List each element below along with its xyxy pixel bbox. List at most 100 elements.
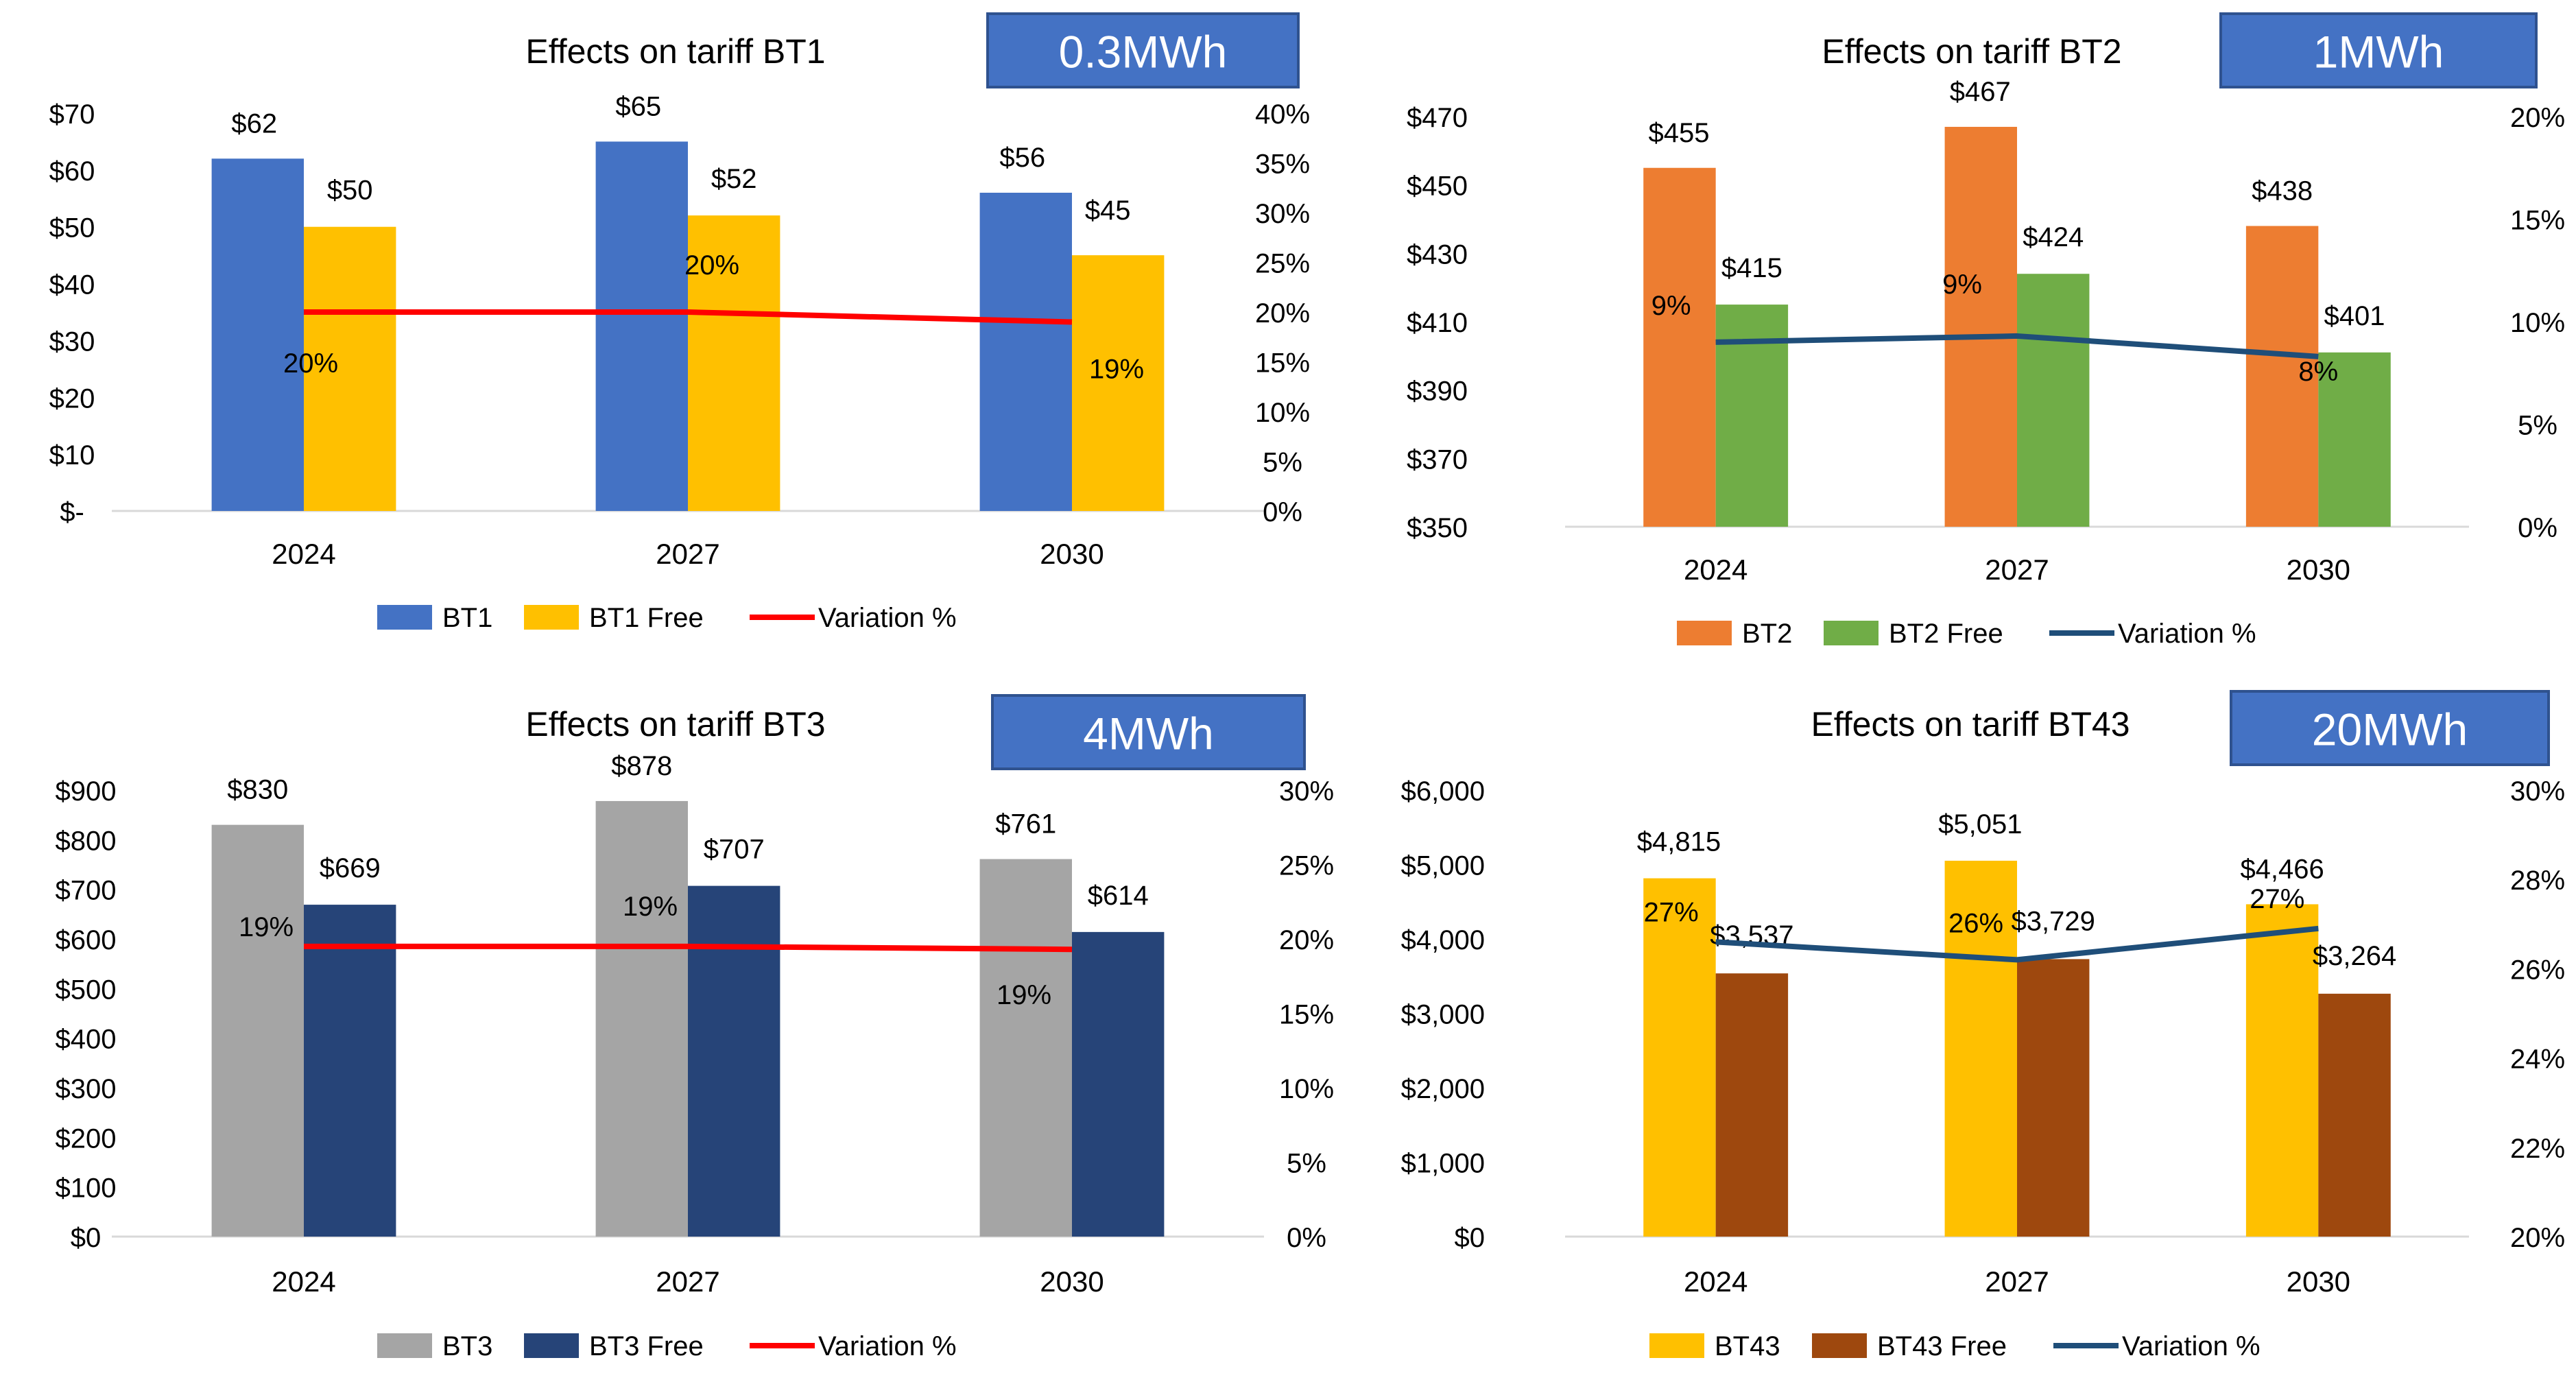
chart-bt43: Effects on tariff BT43 20MWh $0 $1,000 $2,00… (1401, 690, 2565, 1361)
legend-swatch-bt1 (377, 605, 432, 630)
bar-data-label: $438 (2252, 176, 2313, 206)
x-category-label: 2027 (1985, 1265, 2049, 1298)
x-category-label: 2027 (656, 538, 719, 570)
bar-bt43 (2245, 904, 2319, 1237)
y-right-tick-label: 10% (1255, 398, 1310, 428)
bar-bt1-free (688, 215, 780, 511)
y-left-tick-label: $700 (56, 876, 117, 906)
bar-data-label: $56 (999, 143, 1045, 173)
bar-data-label: $3,729 (2012, 906, 2095, 936)
x-category-label: 2030 (2287, 553, 2350, 586)
bar-data-label: $669 (320, 853, 381, 883)
variation-data-label: 19% (997, 980, 1051, 1010)
legend-label: BT2 (1742, 619, 1792, 649)
x-category-label: 2024 (272, 1265, 335, 1298)
y-right-tick-label: 0% (1287, 1223, 1326, 1253)
bar-bt2 (1643, 167, 1716, 527)
bar-data-label: $50 (327, 176, 373, 206)
x-category-label: 2030 (1040, 538, 1104, 570)
legend-swatch-bt3 (377, 1333, 432, 1358)
variation-line (304, 943, 1073, 953)
y-left-tick-label: $70 (49, 99, 95, 130)
y-left-tick-label: $50 (49, 213, 95, 243)
legend-label: BT43 Free (1877, 1331, 2007, 1361)
y-right-tick-label: 5% (1287, 1149, 1326, 1179)
y-right-tick-label: 30% (2510, 776, 2565, 807)
x-category-label: 2027 (1985, 553, 2049, 586)
bar-bt1-free (1072, 255, 1165, 511)
chart-title: Effects on tariff BT1 (525, 32, 825, 71)
y-right-tick-label: 10% (1279, 1074, 1334, 1104)
y-right-tick-label: 5% (2518, 411, 2557, 441)
variation-data-label: 27% (2250, 884, 2304, 914)
bar-data-label: $3,264 (2313, 941, 2396, 971)
bar-data-label: $52 (711, 164, 757, 194)
bar-data-label: $830 (227, 775, 288, 805)
bar-bt3 (979, 859, 1072, 1237)
y-left-tick-label: $2,000 (1401, 1074, 1485, 1104)
bar-bt2-free (1715, 305, 1789, 527)
variation-line (1715, 333, 2319, 359)
variation-data-label: 20% (283, 348, 338, 379)
bar-bt1 (979, 193, 1072, 511)
y-right-tick-label: 5% (1263, 448, 1302, 478)
bar-bt2 (2245, 226, 2319, 527)
energy-badge-label: 20MWh (2312, 704, 2468, 755)
legend: BT43 BT43 Free Variation % (1649, 1331, 2261, 1361)
energy-badge-label: 4MWh (1083, 708, 1214, 759)
bar-data-label: $62 (231, 108, 277, 139)
bar-bt43 (1944, 860, 2017, 1237)
legend-label: BT1 (442, 603, 492, 633)
bar-bt3-free (304, 905, 396, 1237)
y-left-tick-label: $430 (1407, 239, 1468, 270)
bar-data-label: $65 (615, 91, 661, 121)
bar-bt43 (1643, 878, 1716, 1237)
bar-bt43-free (2017, 959, 2090, 1237)
variation-line (1715, 925, 2319, 963)
y-left-tick-label: $10 (49, 440, 95, 470)
y-right-tick-label: 20% (1279, 925, 1334, 955)
y-right-tick-label: 26% (2510, 955, 2565, 985)
y-right-tick-label: 0% (2518, 513, 2557, 543)
energy-badge: 0.3MWh (986, 12, 1300, 88)
y-right-tick-label: 15% (1279, 1000, 1334, 1030)
variation-data-label: 9% (1651, 291, 1691, 321)
energy-badge-label: 1MWh (2313, 27, 2444, 78)
x-category-label: 2027 (656, 1265, 719, 1298)
y-left-tick-label: $30 (49, 326, 95, 357)
legend-swatch-bt2-free (1824, 621, 1879, 645)
y-right-tick-label: 20% (2510, 1223, 2565, 1253)
energy-badge: 1MWh (2219, 12, 2538, 88)
bar-data-label: $614 (1088, 881, 1149, 911)
legend-label: BT43 (1715, 1331, 1780, 1361)
bar-data-label: $5,051 (1938, 809, 2022, 839)
legend-label: Variation % (2122, 1331, 2261, 1361)
bar-data-label: $878 (611, 751, 672, 781)
y-left-tick-label: $450 (1407, 171, 1468, 202)
y-right-tick-label: 30% (1279, 776, 1334, 807)
bar-data-label: $467 (1950, 77, 2011, 107)
y-left-tick-label: $600 (56, 925, 117, 955)
bar-bt3-free (688, 885, 780, 1237)
bar-bt2-free (2318, 352, 2391, 527)
energy-badge-box (991, 694, 1306, 770)
bar-bt43-free (2318, 993, 2391, 1237)
chart-title: Effects on tariff BT3 (525, 705, 825, 743)
bar-data-label: $455 (1648, 118, 1709, 148)
chart-bt1: Effects on tariff BT1 0.3MWh $- $10 $20 $30 $4… (49, 12, 1310, 633)
y-right-tick-label: 0% (1263, 497, 1302, 527)
bar-bt3 (595, 800, 688, 1237)
variation-data-label: 9% (1942, 270, 1982, 300)
energy-badge: 20MWh (2230, 690, 2550, 766)
y-left-tick-label: $4,000 (1401, 925, 1485, 955)
bar-data-label: $4,466 (2240, 854, 2324, 884)
legend-label: Variation % (2118, 619, 2256, 649)
y-right-tick-label: 25% (1279, 851, 1334, 881)
x-category-label: 2030 (2287, 1265, 2350, 1298)
bar-data-label: $424 (2023, 222, 2084, 252)
y-right-tick-label: 15% (1255, 348, 1310, 379)
legend-swatch-bt43-free (1812, 1333, 1867, 1358)
legend: BT2 BT2 Free Variation % (1677, 619, 2256, 649)
y-left-tick-label: $0 (71, 1223, 102, 1253)
